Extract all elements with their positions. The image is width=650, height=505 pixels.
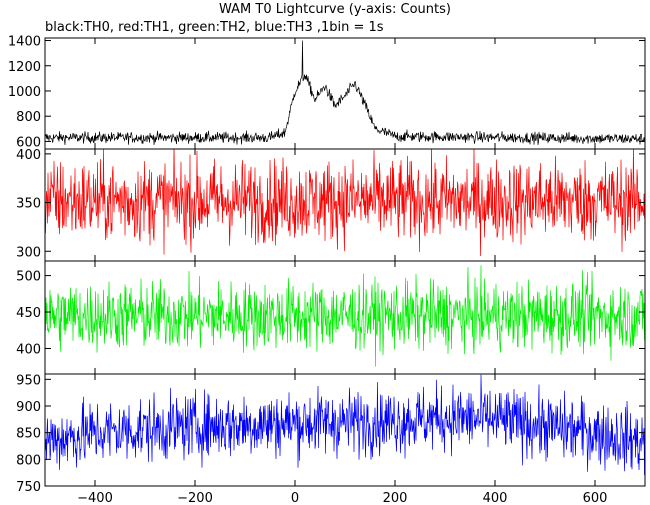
x-tick-label: −200 [177, 491, 213, 505]
panel-th0: 600 800 1000 1200 1400 [8, 35, 646, 150]
y-tick-label: 900 [16, 400, 41, 415]
x-tick-label: 200 [383, 491, 408, 505]
x-tick-label: 600 [583, 491, 608, 505]
panel-th1: 300 350 400 [16, 148, 646, 262]
y-tick-label: 800 [16, 453, 41, 468]
y-tick-label: 400 [16, 148, 41, 163]
chart-subtitle: black:TH0, red:TH1, green:TH2, blue:TH3 … [45, 20, 384, 35]
x-tick-label: 0 [291, 491, 299, 505]
series-line-th3 [45, 374, 645, 476]
y-tick-label: 1200 [8, 60, 41, 75]
y-tick-label: 600 [16, 135, 41, 150]
x-tick-label: 400 [483, 491, 508, 505]
y-tick-label: 750 [16, 480, 41, 495]
series-line-th1 [45, 149, 645, 257]
x-tick-label: −400 [77, 491, 113, 505]
series-line-th0 [45, 40, 645, 146]
panel-frame [44, 37, 646, 150]
y-tick-label: 300 [16, 245, 41, 260]
panels-group: 600 800 1000 1200 1400 300 350 400 400 450 500 750 8… [8, 35, 646, 505]
y-tick-label: 850 [16, 427, 41, 442]
panel-frame [44, 373, 646, 487]
y-tick-label: 950 [16, 373, 41, 388]
y-tick-label: 1000 [8, 85, 41, 100]
series-line-th2 [45, 265, 645, 367]
chart-title: WAM T0 Lightcurve (y-axis: Counts) [219, 2, 451, 17]
y-tick-label: 350 [16, 197, 41, 212]
y-tick-label: 500 [16, 270, 41, 285]
panel-th2: 400 450 500 [16, 260, 646, 375]
y-tick-label: 1400 [8, 35, 41, 50]
y-tick-label: 450 [16, 306, 41, 321]
panel-th3: 750 800 850 900 950 [16, 373, 646, 495]
y-tick-label: 400 [16, 342, 41, 357]
y-tick-label: 800 [16, 110, 41, 125]
